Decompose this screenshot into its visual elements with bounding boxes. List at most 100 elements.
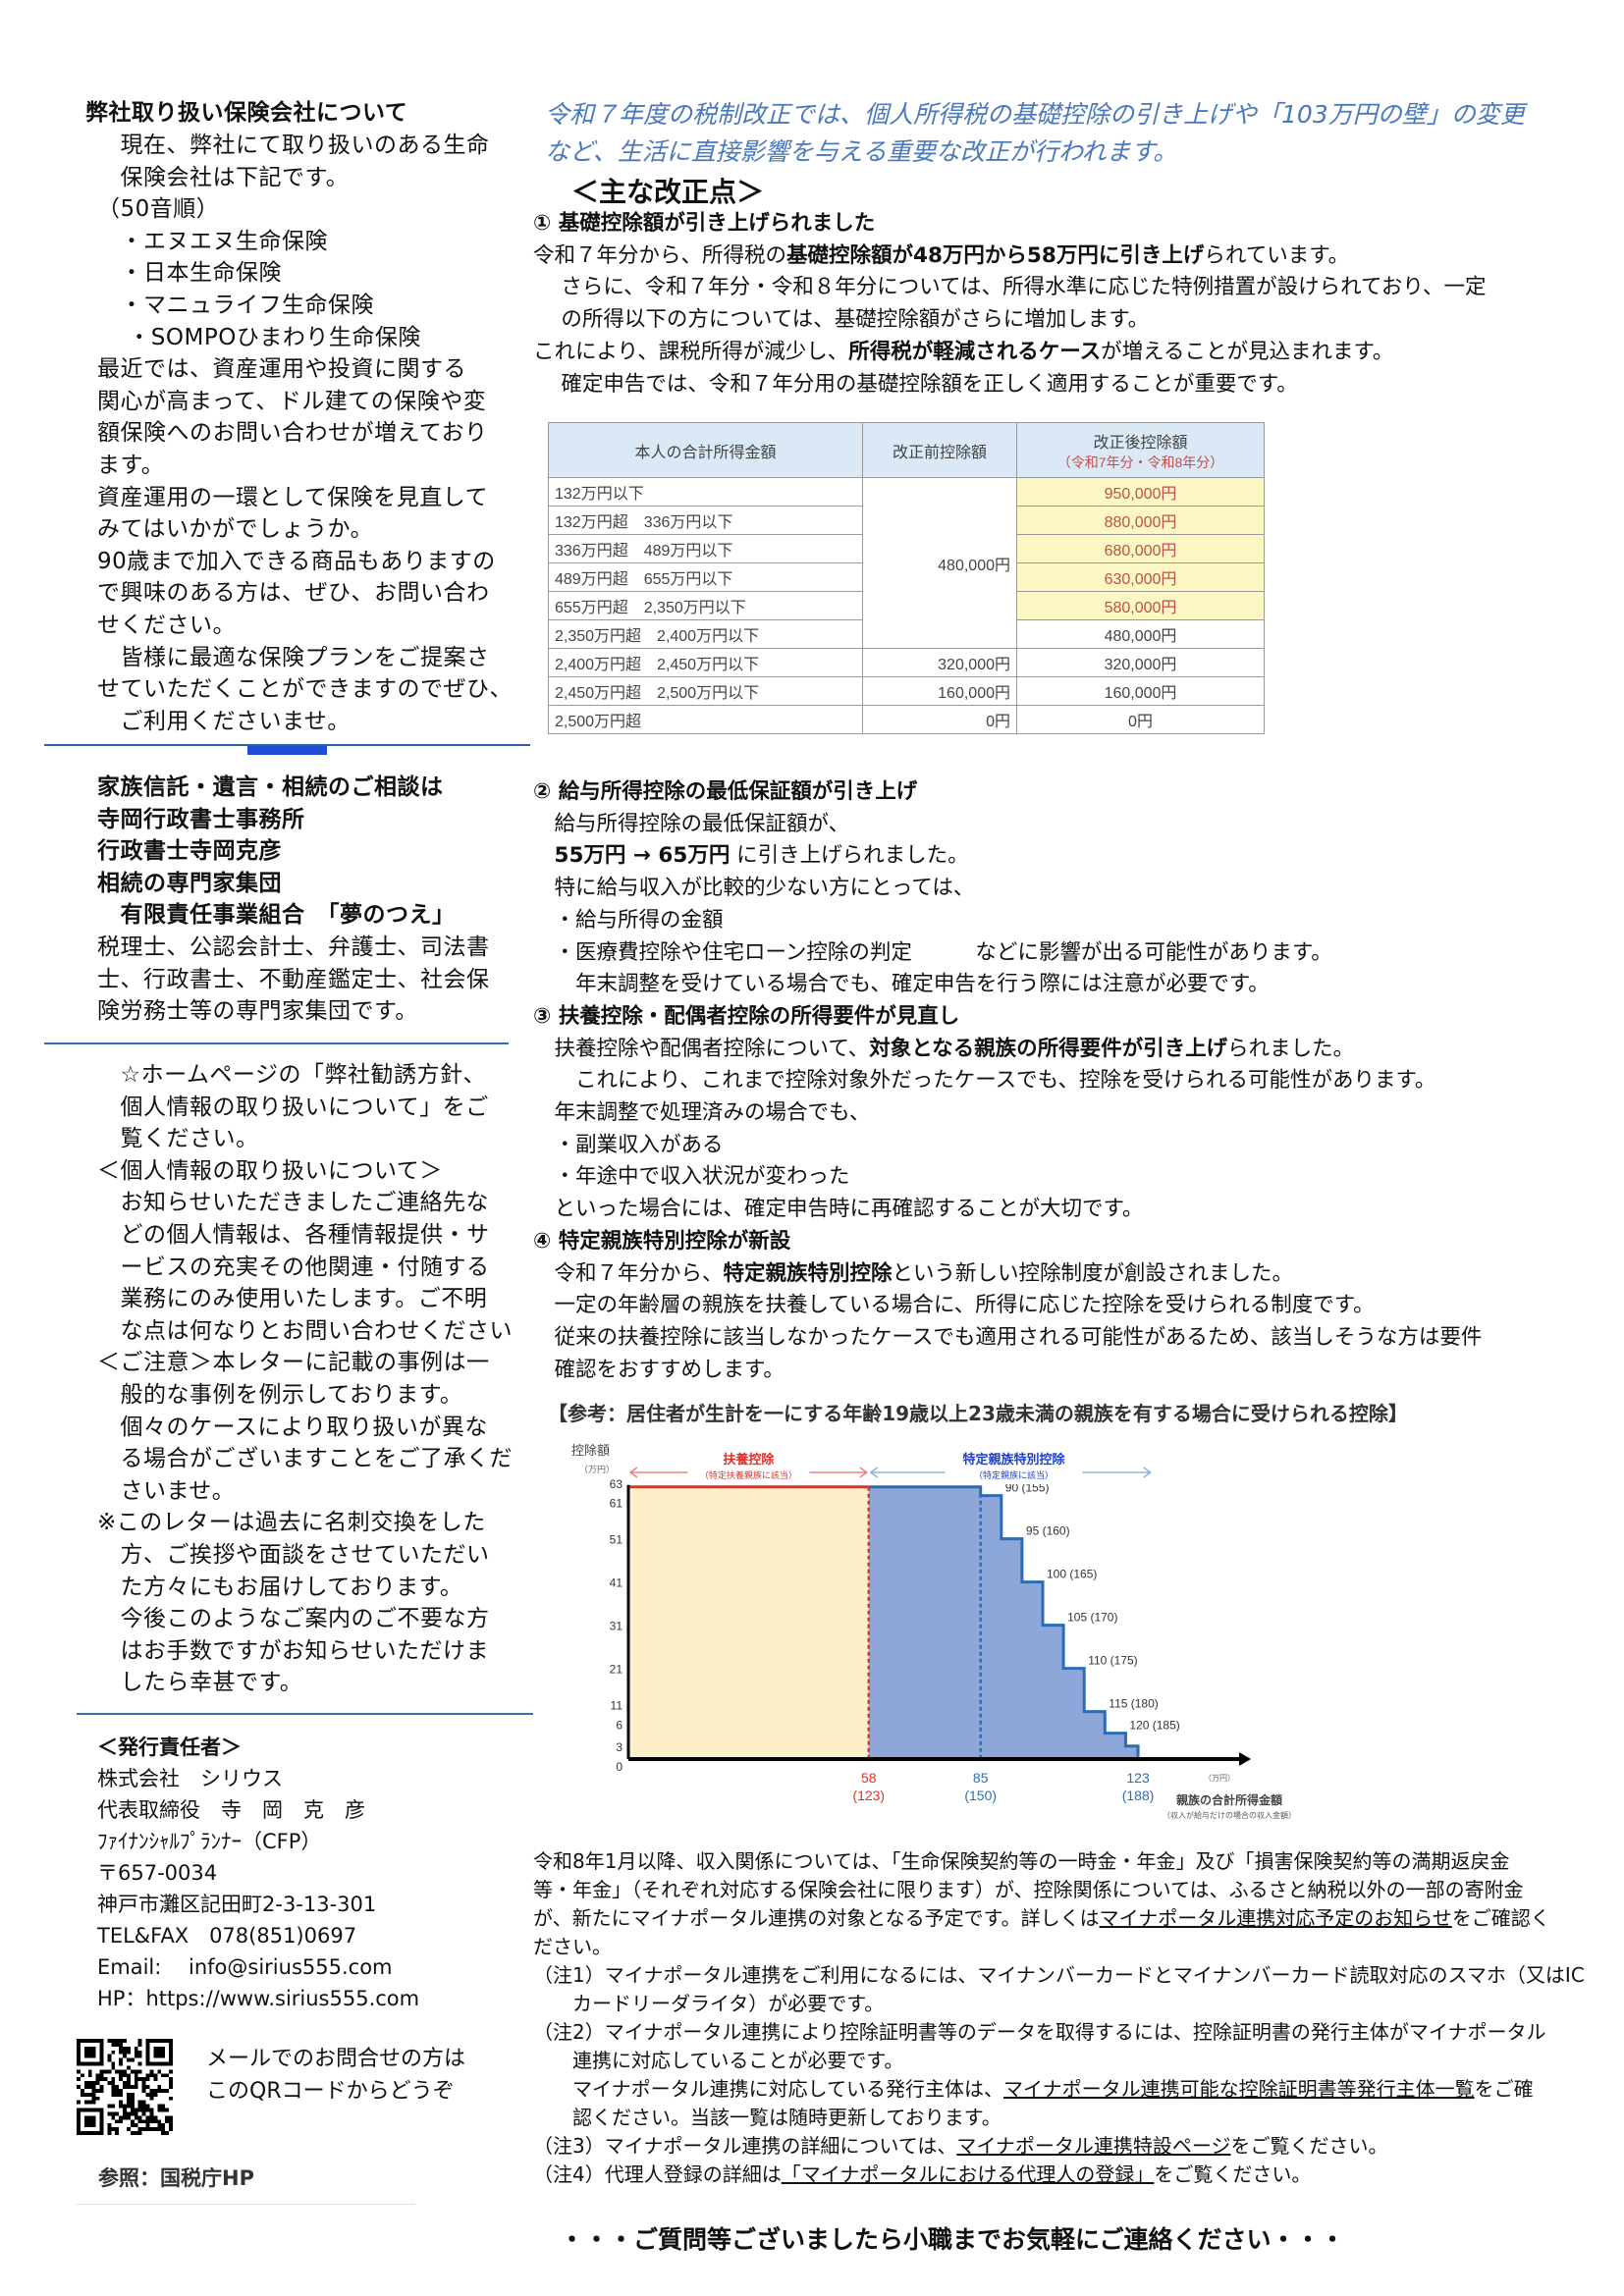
bold-text: 特定親族特別控除 [723, 1260, 893, 1286]
text-line: 関心が高まって、ドル建ての保険や変 [97, 386, 513, 418]
before-cell: 320,000円 [862, 648, 1017, 677]
text-line: 連携に対応していることが必要です。 [533, 2047, 1585, 2075]
text-line: 相続の専門家集団 [97, 868, 490, 900]
text-line: 般的な事例を例示しております。 [97, 1379, 513, 1412]
divider-accent [247, 746, 327, 755]
text: 士、行政書士、不動産鑑定士、社会保 [97, 966, 490, 992]
text-line: 資産運用の一環として保険を見直して [97, 482, 513, 514]
y-tick-label: 11 [611, 1699, 623, 1713]
qr-code-icon[interactable] [77, 2039, 173, 2135]
text-line: 給与所得控除の最低保証額が、 [533, 809, 1482, 841]
text: 等・年金」（それぞれ対応する保険会社に限ります）が、控除関係については、ふるさと… [533, 1878, 1524, 1901]
text: どの個人情報は、各種情報提供・サ [97, 1221, 490, 1248]
text: ださい。 [533, 1935, 612, 1958]
text-line: ④ 特定親族特別控除が新設 [533, 1226, 1482, 1258]
col-header-income: 本人の合計所得金額 [548, 422, 863, 478]
text-line: の所得以下の方については、基礎控除額がさらに増加します。 [533, 304, 1486, 337]
text: したら幸甚です。 [97, 1670, 303, 1696]
label-bg [687, 1447, 810, 1484]
text: た方々にもお届けしております。 [97, 1574, 463, 1600]
step-label: 95 (160) [1026, 1524, 1070, 1538]
text: さらに、令和７年分・令和８年分については、所得水準に応じた特例措置が設けられてお… [533, 275, 1487, 300]
text: みてはいかがでしょうか。 [97, 516, 374, 543]
table-row: 2,500万円超 0円 0円 [548, 705, 1265, 734]
bold-text: 基礎控除額が48万円から58万円に引き上げ [786, 242, 1205, 268]
income-cell: 2,400万円超 2,450万円以下 [548, 648, 863, 677]
qr-caption-line: このQRコードからどうぞ [206, 2079, 455, 2104]
link[interactable]: マイナポータル連携対応予定のお知らせ [1099, 1906, 1452, 1930]
x-tick-label: 85 [973, 1770, 989, 1786]
text: で興味のある方は、ぜひ、お問い合わ [97, 580, 490, 607]
text: （注3）マイナポータル連携の詳細については、 [533, 2134, 957, 2158]
text: 特に給与収入が比較的少ない方にとっては、 [533, 876, 975, 901]
income-cell: 2,350万円超 2,400万円以下 [548, 619, 863, 649]
text-line: 寺岡行政書士事務所 [97, 804, 490, 836]
text-line: みてはいかがでしょうか。 [97, 513, 513, 546]
bold-text: 対象となる親族の所得要件が引き上げ [869, 1036, 1228, 1061]
text-line: ご利用くださいませ。 [97, 706, 513, 738]
bold-text: 家族信託・遺言・相続のご相談は [97, 774, 444, 800]
x-tick-sublabel: (188) [1122, 1788, 1155, 1803]
main-heading: ＜主な改正点＞ [571, 176, 765, 208]
text-line: ます。 [97, 450, 513, 482]
text: られています。 [1204, 242, 1350, 268]
text-line: 額保険へのお問い合わせが増えており [97, 417, 513, 450]
tokutei-sublabel: （特定親族に該当） [974, 1469, 1054, 1480]
intro-line: 令和７年度の税制改正では、個人所得税の基礎控除の引き上げや「103万円の壁」の変… [545, 100, 1525, 129]
tokutei-label: 特定親族特別控除 [962, 1452, 1065, 1467]
text: が増えることが見込まれます。 [1101, 339, 1394, 364]
y-tick-label: 61 [610, 1497, 623, 1511]
text: HP：https://www.sirius555.com [97, 1987, 420, 2010]
arrow-left-icon [869, 1467, 879, 1478]
before-cell: 480,000円 [862, 477, 1017, 649]
text-line: 〒657-0034 [97, 1857, 419, 1889]
text: ﾌｧｲﾅﾝｼｬﾙﾌﾟﾗﾝﾅｰ（CFP） [97, 1830, 322, 1853]
text-line: 税理士、公認会計士、弁護士、司法書 [97, 932, 490, 964]
link[interactable]: マイナポータル連携可能な控除証明書等発行主体一覧 [1003, 2077, 1475, 2101]
text: をご確 [1474, 2077, 1534, 2101]
text-line: はお手数ですがお知らせいただけま [97, 1635, 513, 1668]
text-line: TEL&FAX 078(851)0697 [97, 1920, 419, 1951]
bold-text: ④ 特定親族特別控除が新設 [533, 1228, 791, 1254]
text: 険労務士等の専門家集団です。 [97, 998, 418, 1025]
text-line: （注3）マイナポータル連携の詳細については、マイナポータル連携特設ページをご覧く… [533, 2132, 1585, 2161]
privacy-text: ☆ホームページの「弊社勧誘方針、 個人情報の取り扱いについて」をご 覧ください。… [97, 1059, 513, 1699]
arrow-right-icon [859, 1467, 869, 1478]
link[interactable]: マイナポータル連携特設ページ [956, 2134, 1231, 2158]
text-line: 令和７年分から、所得税の基礎控除額が48万円から58万円に引き上げられています。 [533, 240, 1486, 273]
text: ます。 [97, 452, 165, 478]
income-cell: 489万円超 655万円以下 [548, 562, 863, 592]
text-line: ☆ホームページの「弊社勧誘方針、 [97, 1059, 513, 1092]
closing-message: ・・・ご質問等ございましたら小職までお気軽にご連絡ください・・・ [560, 2225, 1345, 2254]
text-line: 令和8年1月以降、収入関係については、「生命保険契約等の一時金・年金」及び「損害… [533, 1847, 1585, 1876]
after-cell: 160,000円 [1016, 676, 1265, 706]
bold-text: ① 基礎控除額が引き上げられました [533, 211, 876, 236]
text-line: ﾌｧｲﾅﾝｼｬﾙﾌﾟﾗﾝﾅｰ（CFP） [97, 1826, 419, 1857]
text-line: 代表取締役 寺 岡 克 彦 [97, 1794, 419, 1826]
text: ＜ご注意＞本レターに記載の事例は一 [97, 1350, 490, 1376]
after-cell: 630,000円 [1016, 562, 1265, 592]
text-line: せください。 [97, 610, 513, 642]
text: ご利用くださいませ。 [97, 708, 351, 734]
text-line: 今後このようなご案内のご不要な方 [97, 1603, 513, 1635]
text-line: 方、ご挨拶や面談をさせていただい [97, 1539, 513, 1572]
text-line: 個人情報の取り扱いについて」をご [97, 1092, 513, 1124]
link[interactable]: 「マイナポータルにおける代理人の登録」 [781, 2163, 1155, 2186]
before-cell: 160,000円 [862, 676, 1017, 706]
text: ・給与所得の金額 [533, 907, 724, 933]
text-line: 55万円 → 65万円 に引き上げられました。 [533, 840, 1482, 873]
text: 従来の扶養控除に該当しなかったケースでも適用される可能性があるため、該当しそうな… [533, 1324, 1483, 1350]
publisher-info: ＜発行責任者＞ 株式会社 シリウス 代表取締役 寺 岡 克 彦 ﾌｧｲﾅﾝｼｬﾙﾌﾟﾗ… [97, 1732, 419, 2014]
section-1: ① 基礎控除額が引き上げられました令和７年分から、所得税の基礎控除額が48万円か… [533, 208, 1486, 400]
col-header-after-label: 改正後控除額 [1093, 434, 1188, 452]
text: ・マニュライフ生命保険 [97, 292, 374, 318]
arrow-right-icon [1143, 1467, 1153, 1478]
text: 覧ください。 [97, 1126, 259, 1152]
insurers-title: 弊社取り扱い保険会社について [85, 100, 408, 126]
text-line: ・エヌエヌ生命保険 [97, 226, 513, 258]
x-tick-label: 58 [861, 1770, 877, 1786]
qr-caption-line: メールでのお問合せの方は [206, 2047, 466, 2071]
bold-text: 有限責任事業組合 「夢のつえ」 [97, 902, 456, 929]
text-line: ＜発行責任者＞ [97, 1732, 419, 1763]
text: Email: info@sirius555.com [97, 1955, 393, 1979]
